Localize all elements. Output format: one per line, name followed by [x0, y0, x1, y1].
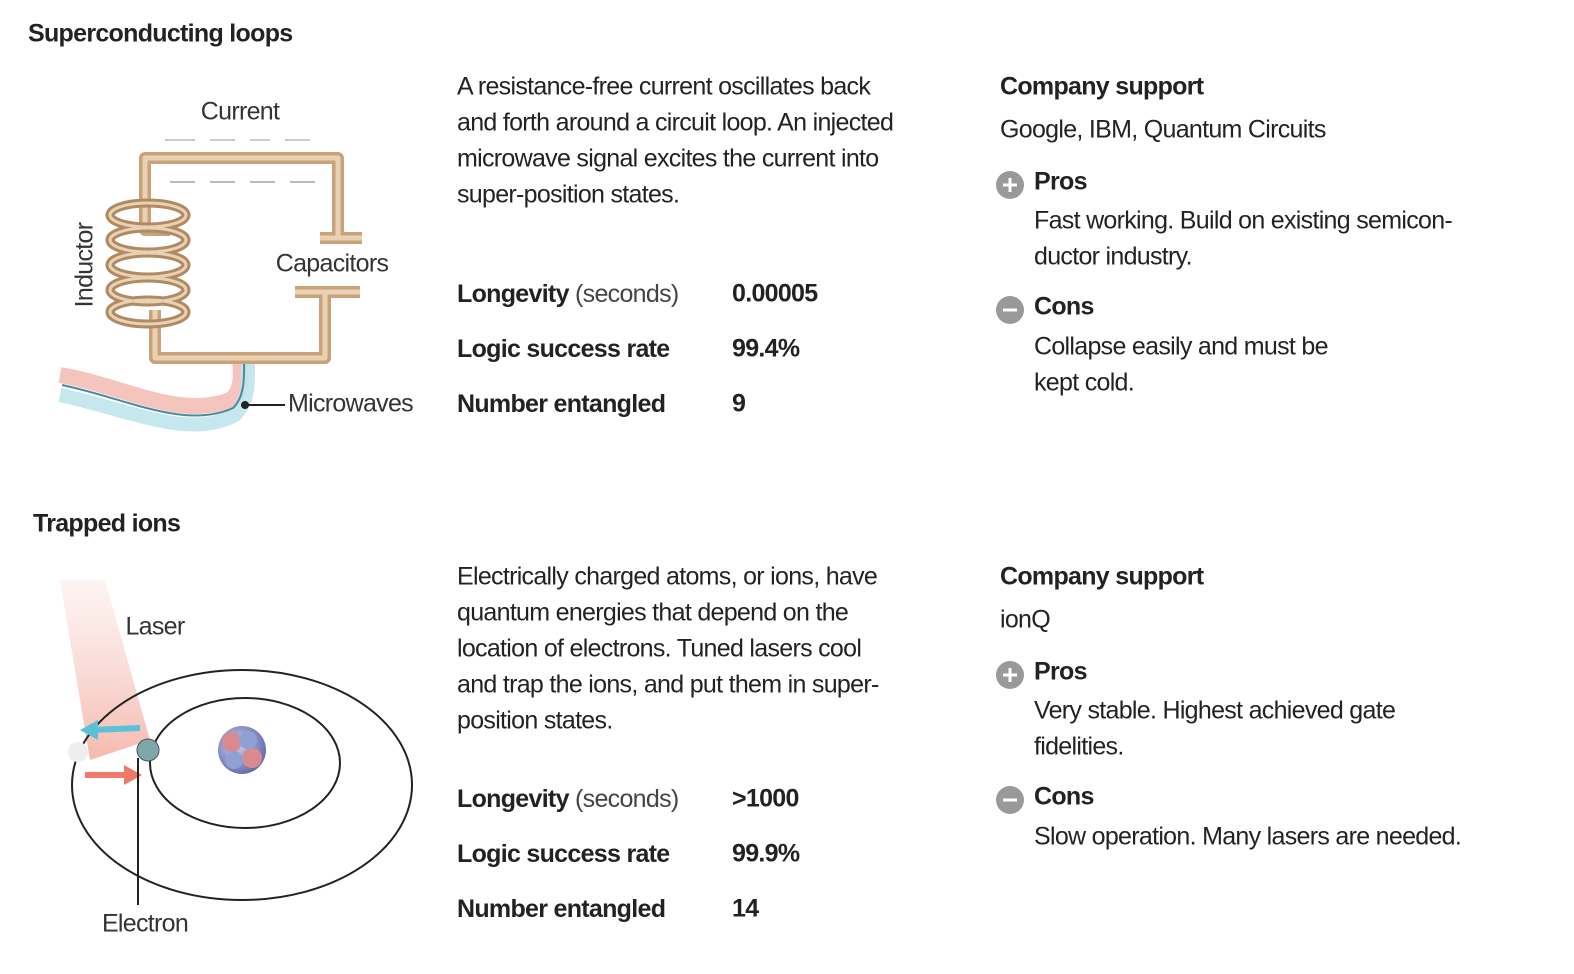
diagram-label: Inductor [71, 222, 99, 307]
description-line: and trap the ions, and put them in super… [457, 671, 879, 699]
stat-label: Longevity (seconds) [457, 785, 679, 813]
stat-value: 99.4% [732, 335, 800, 363]
stat-name: Number entangled [457, 390, 665, 418]
diagram-label: Microwaves [288, 390, 413, 418]
description-line: Electrically charged atoms, or ions, hav… [457, 563, 877, 591]
stat-name: Longevity [457, 785, 570, 813]
stat-label: Number entangled [457, 390, 665, 418]
description-line: super-position states. [457, 181, 679, 209]
stat-value: >1000 [732, 785, 799, 813]
pros-line: Very stable. Highest achieved gate [1034, 697, 1395, 725]
stat-name: Longevity [457, 280, 570, 308]
description-line: A resistance-free current oscillates bac… [457, 73, 871, 101]
stat-label: Number entangled [457, 895, 665, 923]
description-line: microwave signal excites the current int… [457, 145, 879, 173]
stat-unit: (seconds) [575, 785, 678, 813]
pros-heading: Pros [1034, 658, 1087, 686]
loop-diagram: Current Inductor Capacitors Microwaves [58, 98, 414, 432]
stat-unit: (seconds) [575, 280, 678, 308]
diagram-label: Laser [125, 613, 184, 641]
stat-name: Number entangled [457, 895, 665, 923]
minus-icon [996, 296, 1024, 324]
plus-icon [996, 171, 1024, 199]
company-text: Google, IBM, Quantum Circuits [1000, 116, 1326, 144]
diagram-label: Electron [102, 910, 188, 938]
company-heading: Company support [1000, 563, 1205, 591]
cons-heading: Cons [1034, 293, 1094, 321]
stat-value: 14 [732, 895, 759, 923]
minus-icon [996, 786, 1024, 814]
stat-name: Logic success rate [457, 840, 670, 868]
stat-value: 99.9% [732, 840, 800, 868]
cons-line: Collapse easily and must be [1034, 333, 1328, 361]
ion-diagram: Laser Electron [60, 580, 413, 938]
pros-line: Fast working. Build on existing semicon- [1034, 207, 1452, 235]
description-line: and forth around a circuit loop. An inje… [457, 109, 893, 137]
diagram-label: Capacitors [276, 250, 389, 278]
plus-icon [996, 661, 1024, 689]
description-line: position states. [457, 707, 613, 735]
cons-line: kept cold. [1034, 369, 1134, 397]
section-title: Trapped ions [33, 510, 180, 538]
stat-label: Logic success rate [457, 335, 670, 363]
company-text: ionQ [1000, 606, 1050, 634]
description-line: quantum energies that depend on the [457, 599, 848, 627]
description-line: location of electrons. Tuned lasers cool [457, 635, 861, 663]
pros-heading: Pros [1034, 168, 1087, 196]
company-heading: Company support [1000, 73, 1205, 101]
stat-value: 9 [732, 390, 745, 418]
stat-label: Longevity (seconds) [457, 280, 679, 308]
cons-line: Slow operation. Many lasers are needed. [1034, 823, 1461, 851]
cons-heading: Cons [1034, 783, 1094, 811]
diagram-label: Current [201, 98, 280, 126]
stat-value: 0.00005 [732, 280, 818, 308]
stat-label: Logic success rate [457, 840, 670, 868]
stat-name: Logic success rate [457, 335, 670, 363]
pros-line: ductor industry. [1034, 243, 1192, 271]
pros-line: fidelities. [1034, 733, 1124, 761]
section-title: Superconducting loops [28, 20, 292, 48]
